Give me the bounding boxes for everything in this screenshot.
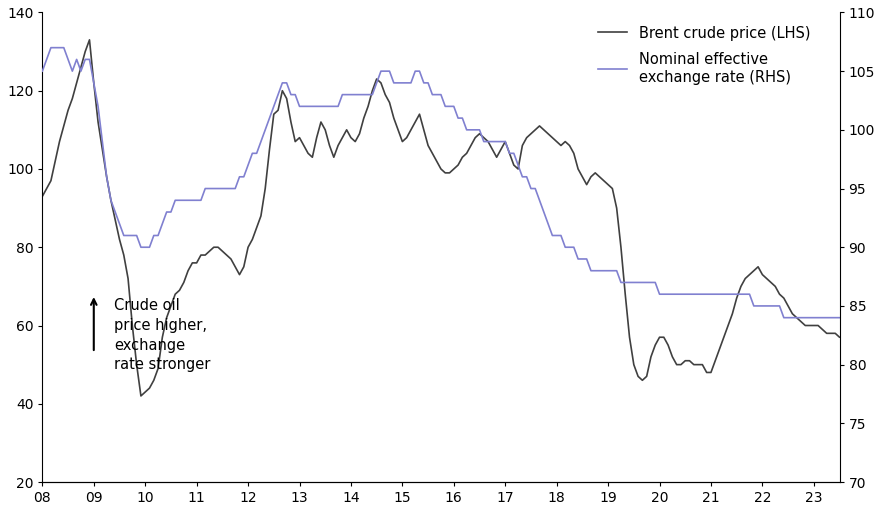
Line: Nominal effective
exchange rate (RHS): Nominal effective exchange rate (RHS) [42, 48, 882, 447]
Nominal effective
exchange rate (RHS) [217, 185, 228, 191]
Brent crude price (LHS) [436, 166, 446, 172]
Nominal effective
exchange rate (RHS) [436, 92, 446, 98]
Nominal effective
exchange rate (RHS) [350, 92, 361, 98]
Nominal effective
exchange rate (RHS) [84, 56, 94, 62]
Brent crude price (LHS) [37, 194, 48, 200]
Nominal effective
exchange rate (RHS) [701, 291, 712, 297]
Nominal effective
exchange rate (RHS) [37, 68, 48, 74]
Nominal effective
exchange rate (RHS) [830, 314, 841, 321]
Line: Brent crude price (LHS): Brent crude price (LHS) [42, 40, 882, 462]
Brent crude price (LHS) [217, 248, 228, 254]
Brent crude price (LHS) [84, 37, 94, 43]
Brent crude price (LHS) [830, 330, 841, 336]
Brent crude price (LHS) [701, 369, 712, 375]
Legend: Brent crude price (LHS), Nominal effective
exchange rate (RHS): Brent crude price (LHS), Nominal effecti… [593, 20, 817, 91]
Nominal effective
exchange rate (RHS) [46, 45, 56, 51]
Text: Crude oil
price higher,
exchange
rate stronger: Crude oil price higher, exchange rate st… [115, 298, 211, 372]
Brent crude price (LHS) [80, 49, 91, 55]
Brent crude price (LHS) [350, 139, 361, 145]
